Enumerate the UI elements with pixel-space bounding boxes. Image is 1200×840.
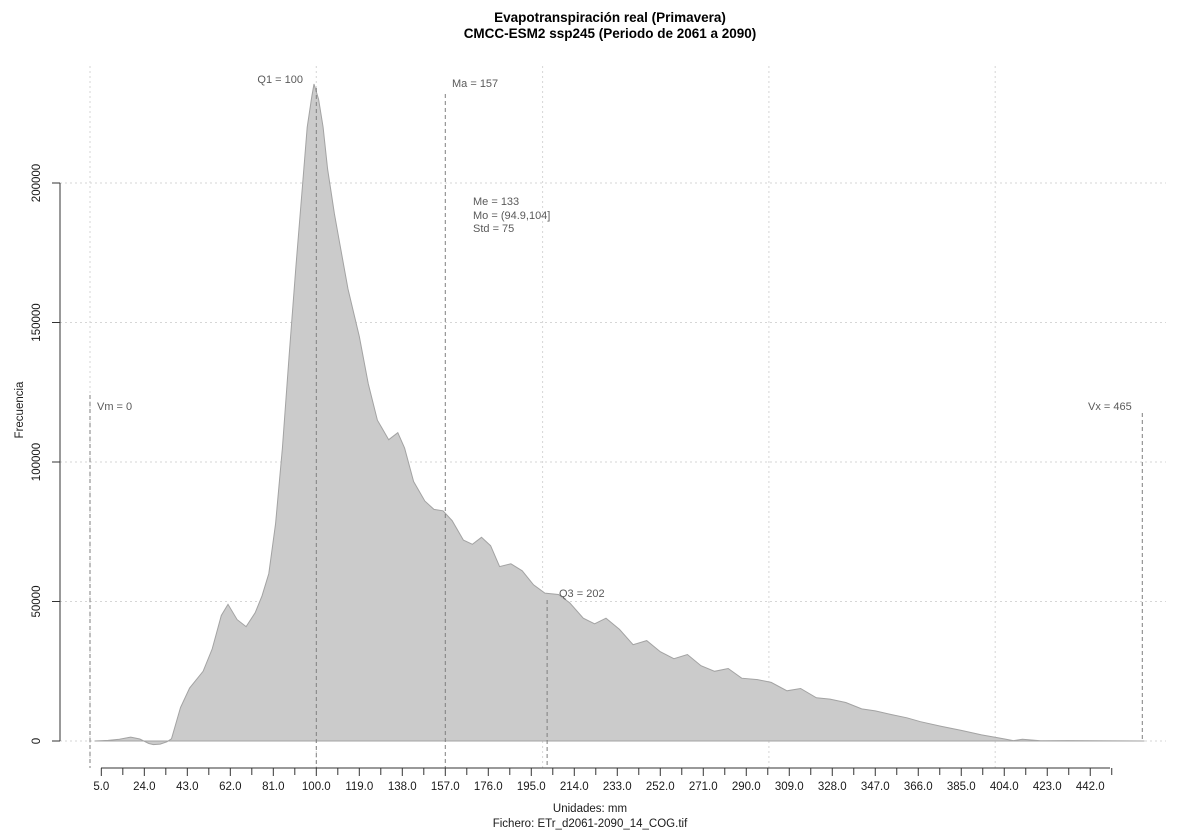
annotation-vx: Vx = 465	[1088, 401, 1132, 413]
x-tick-label: 366.0	[904, 781, 933, 793]
x-tick-label: 62.0	[219, 781, 241, 793]
x-tick-label: 81.0	[262, 781, 284, 793]
x-tick-label: 328.0	[818, 781, 847, 793]
x-tick-label: 423.0	[1033, 781, 1062, 793]
y-axis-label: Frecuencia	[14, 381, 26, 439]
x-tick-label: 385.0	[947, 781, 976, 793]
y-tick-label: 50000	[31, 586, 43, 618]
chart-footer-block: Unidades: mm Fichero: ETr_d2061-2090_14_…	[0, 802, 1180, 832]
y-tick-label: 150000	[31, 303, 43, 341]
x-tick-label: 43.0	[176, 781, 198, 793]
x-tick-label: 100.0	[302, 781, 331, 793]
annotation-stats-block: Me = 133 Mo = (94.9,104] Std = 75	[473, 196, 550, 237]
x-tick-label: 252.0	[646, 781, 675, 793]
y-tick-label: 200000	[31, 164, 43, 202]
chart-subtitle: CMCC-ESM2 ssp245 (Periodo de 2061 a 2090…	[463, 26, 757, 41]
chart-title-block: Evapotranspiración real (Primavera) CMCC…	[20, 10, 1200, 42]
x-tick-label: 442.0	[1076, 781, 1105, 793]
footer-file: Fichero: ETr_d2061-2090_14_COG.tif	[492, 818, 688, 830]
annotation-me: Me = 133	[473, 196, 520, 208]
footer-units: Unidades: mm	[552, 803, 628, 815]
x-tick-label: 195.0	[517, 781, 546, 793]
x-tick-label: 214.0	[560, 781, 589, 793]
x-tick-label: 233.0	[603, 781, 632, 793]
annotation-std: Std = 75	[473, 223, 515, 235]
annotation-mo: Mo = (94.9,104]	[473, 209, 551, 222]
x-tick-label: 309.0	[775, 781, 804, 793]
annotation-q1: Q1 = 100	[257, 74, 303, 86]
annotation-vm: Vm = 0	[97, 401, 133, 413]
x-tick-label: 176.0	[474, 781, 503, 793]
x-tick-label: 404.0	[990, 781, 1019, 793]
x-tick-label: 157.0	[431, 781, 460, 793]
chart-title: Evapotranspiración real (Primavera)	[494, 10, 726, 25]
x-tick-label: 119.0	[345, 781, 373, 793]
x-tick-label: 24.0	[133, 781, 155, 793]
x-tick-label: 290.0	[732, 781, 761, 793]
x-tick-label: 5.0	[93, 781, 109, 793]
y-tick-label: 0	[31, 738, 43, 744]
y-tick-label: 100000	[31, 443, 43, 481]
annotation-q3: Q3 = 202	[559, 588, 605, 600]
x-tick-label: 271.0	[689, 781, 718, 793]
x-tick-label: 138.0	[388, 781, 417, 793]
density-area	[94, 83, 1145, 746]
annotation-ma: Ma = 157	[452, 78, 499, 90]
x-tick-label: 347.0	[861, 781, 890, 793]
